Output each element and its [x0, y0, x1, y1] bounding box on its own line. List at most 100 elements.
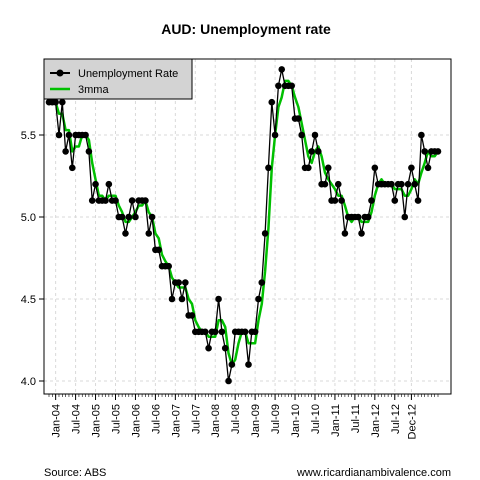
data-point-unemployment-rate: [334, 180, 342, 188]
chart-title: AUD: Unemployment rate: [161, 21, 331, 37]
data-point-unemployment-rate: [58, 98, 66, 106]
data-point-unemployment-rate: [88, 197, 96, 204]
data-point-unemployment-rate: [414, 197, 422, 204]
data-point-unemployment-rate: [211, 328, 219, 336]
data-point-unemployment-rate: [261, 230, 269, 237]
data-point-unemployment-rate: [241, 328, 249, 336]
x-tick-label: Jan-04: [51, 404, 63, 438]
x-tick-label: Jul-09: [270, 404, 282, 434]
data-point-unemployment-rate: [165, 262, 172, 270]
x-tick-label: Jul-06: [150, 404, 162, 434]
data-point-unemployment-rate: [245, 361, 252, 368]
legend-marker-unemployment-rate: [56, 69, 64, 77]
data-point-unemployment-rate: [221, 344, 229, 352]
data-point-unemployment-rate: [68, 164, 76, 172]
data-point-unemployment-rate: [311, 131, 319, 139]
x-tick-label: Jan-08: [210, 404, 222, 438]
data-point-unemployment-rate: [175, 279, 182, 286]
data-point-unemployment-rate: [52, 98, 59, 106]
data-point-unemployment-rate: [201, 328, 209, 336]
data-point-unemployment-rate: [255, 295, 262, 303]
x-tick-label: Jul-05: [110, 404, 122, 434]
data-point-unemployment-rate: [265, 164, 272, 172]
data-point-unemployment-rate: [205, 344, 212, 352]
data-point-unemployment-rate: [358, 230, 365, 237]
x-tick-label: Jan-09: [250, 404, 262, 438]
website-caption: www.ricardianambivalence.com: [296, 467, 451, 479]
data-point-unemployment-rate: [92, 180, 99, 188]
data-point-unemployment-rate: [404, 180, 412, 188]
legend-label-unemployment-rate: Unemployment Rate: [78, 68, 178, 80]
x-tick-label: Jul-12: [390, 404, 402, 434]
data-point-unemployment-rate: [308, 148, 315, 155]
data-point-unemployment-rate: [168, 295, 176, 303]
data-point-unemployment-rate: [215, 295, 222, 303]
data-point-unemployment-rate: [388, 180, 395, 188]
data-point-unemployment-rate: [148, 213, 156, 221]
data-point-unemployment-rate: [145, 230, 153, 237]
x-tick-label: Jul-07: [190, 404, 202, 434]
x-tick-label: Jul-04: [71, 404, 83, 434]
data-point-unemployment-rate: [55, 131, 63, 139]
data-point-unemployment-rate: [178, 295, 186, 303]
y-tick-label: 5.0: [21, 212, 36, 224]
x-tick-label: Jan-12: [370, 404, 382, 438]
data-point-unemployment-rate: [62, 148, 69, 155]
data-point-unemployment-rate: [132, 213, 139, 221]
data-point-unemployment-rate: [408, 164, 415, 172]
data-point-unemployment-rate: [305, 164, 312, 172]
data-point-unemployment-rate: [434, 148, 442, 155]
data-point-unemployment-rate: [65, 131, 73, 139]
x-tick-label: Dec-12: [406, 404, 418, 439]
data-point-unemployment-rate: [85, 148, 93, 155]
data-point-unemployment-rate: [128, 197, 136, 204]
data-point-unemployment-rate: [324, 164, 332, 172]
data-point-unemployment-rate: [421, 148, 429, 155]
data-point-unemployment-rate: [278, 66, 286, 73]
x-tick-label: Jul-08: [230, 404, 242, 434]
legend-label-3mma: 3mma: [78, 84, 109, 96]
data-point-unemployment-rate: [341, 230, 349, 237]
data-point-unemployment-rate: [142, 197, 149, 204]
data-point-unemployment-rate: [364, 213, 372, 221]
data-point-unemployment-rate: [225, 377, 232, 385]
data-point-unemployment-rate: [424, 164, 432, 172]
data-point-unemployment-rate: [338, 197, 345, 204]
data-point-unemployment-rate: [188, 312, 196, 319]
plot-frame: [43, 58, 452, 395]
data-point-unemployment-rate: [155, 246, 163, 254]
data-point-unemployment-rate: [118, 213, 126, 221]
data-point-unemployment-rate: [182, 279, 189, 286]
legend: Unemployment Rate 3mma: [43, 58, 193, 100]
data-point-unemployment-rate: [268, 98, 276, 106]
data-point-unemployment-rate: [398, 180, 405, 188]
y-axis: 4.0 4.5 5.0 5.5: [21, 130, 44, 388]
data-point-unemployment-rate: [295, 115, 302, 122]
x-axis: Jan-04 Jul-04 Jan-05 Jul-05 Jan-06 Jul-06 Jan-…: [48, 394, 439, 439]
legend-box: [43, 58, 193, 100]
data-point-unemployment-rate: [105, 180, 113, 188]
data-point-unemployment-rate: [102, 197, 109, 204]
series-unemployment-rate: [45, 66, 442, 385]
data-point-unemployment-rate: [258, 279, 266, 286]
data-point-unemployment-rate: [82, 131, 89, 139]
x-tick-label: Jul-11: [350, 404, 362, 433]
data-point-unemployment-rate: [218, 328, 226, 336]
data-point-unemployment-rate: [371, 164, 379, 172]
y-tick-label: 4.0: [21, 376, 36, 388]
x-tick-label: Jan-05: [91, 404, 103, 438]
data-point-unemployment-rate: [321, 180, 329, 188]
data-point-unemployment-rate: [251, 328, 259, 336]
y-tick-label: 4.5: [21, 294, 36, 306]
x-tick-label: Jul-10: [310, 404, 322, 434]
data-point-unemployment-rate: [354, 213, 362, 221]
data-point-unemployment-rate: [228, 361, 236, 368]
data-point-unemployment-rate: [298, 131, 305, 139]
data-point-unemployment-rate: [275, 82, 282, 90]
x-tick-label: Jan-07: [170, 404, 182, 438]
x-tick-label: Jan-10: [290, 404, 302, 438]
data-point-unemployment-rate: [401, 213, 409, 221]
data-point-unemployment-rate: [411, 180, 419, 188]
data-point-unemployment-rate: [112, 197, 119, 204]
